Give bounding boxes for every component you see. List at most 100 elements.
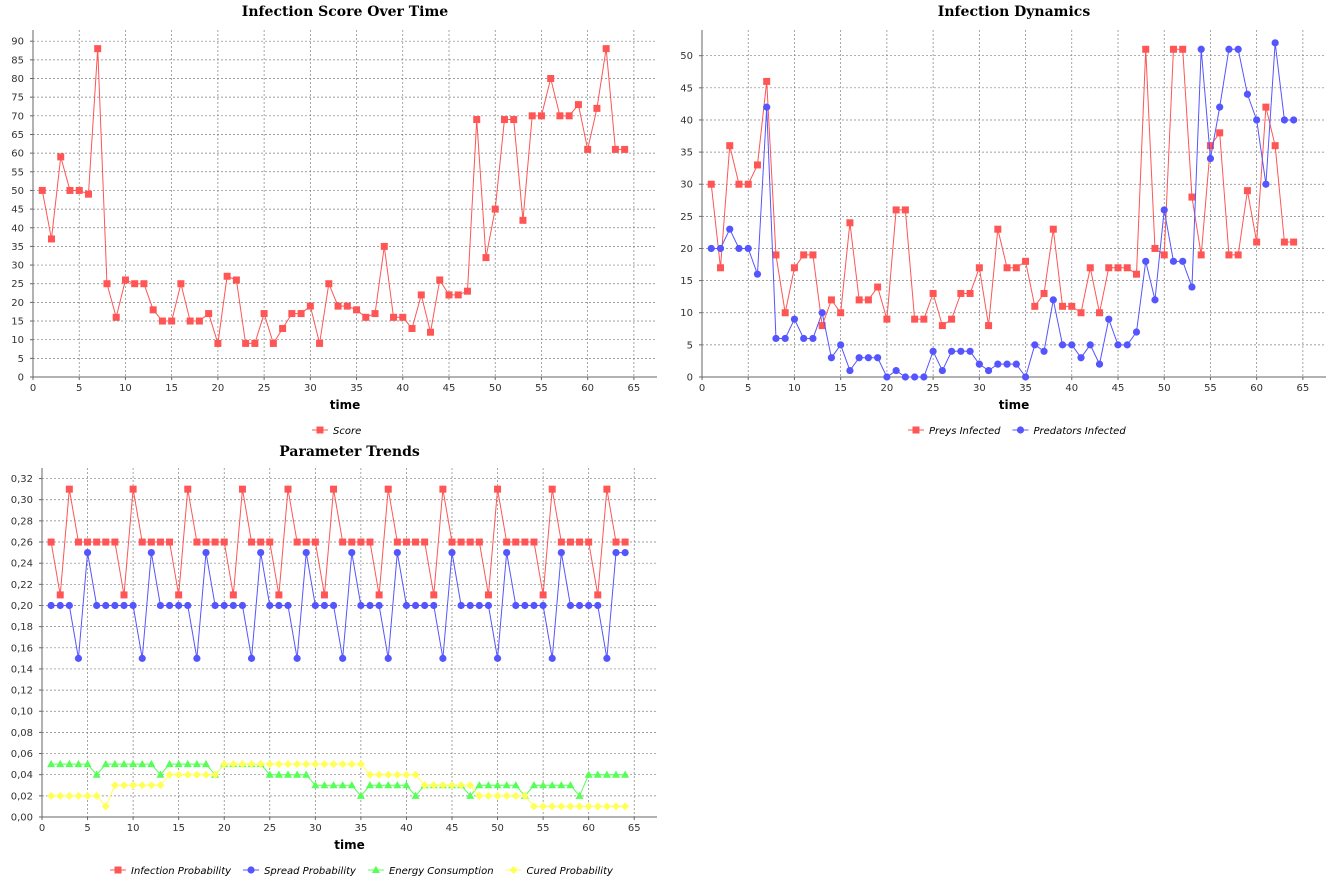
x-tick-label: 25	[263, 823, 276, 834]
data-point	[584, 802, 593, 811]
data-point	[565, 112, 573, 120]
y-tick-label: 5	[18, 354, 24, 365]
data-point	[1197, 45, 1205, 53]
data-point	[102, 601, 110, 610]
x-tick-label: 60	[1250, 383, 1263, 394]
data-point	[929, 289, 937, 297]
data-point	[275, 601, 283, 610]
data-point	[380, 242, 388, 250]
data-point	[457, 781, 466, 790]
x-tick-label: 5	[84, 823, 90, 834]
y-tick-label: 0,24	[11, 559, 33, 570]
y-tick-label: 20	[11, 298, 24, 309]
data-point	[809, 334, 817, 343]
data-point	[232, 276, 240, 284]
data-point	[548, 485, 556, 493]
data-point	[1040, 289, 1048, 297]
data-point	[138, 781, 147, 790]
legend-marker	[1016, 426, 1025, 434]
series-energy-consumption	[47, 759, 630, 799]
data-point	[83, 759, 92, 768]
data-point	[174, 759, 183, 768]
data-point	[393, 781, 402, 789]
data-point	[211, 770, 220, 779]
data-point	[269, 339, 277, 347]
data-point	[1114, 341, 1122, 349]
data-point	[47, 759, 56, 768]
data-point	[279, 324, 287, 332]
data-point	[339, 654, 347, 662]
data-point	[1234, 45, 1242, 53]
data-point	[519, 216, 527, 224]
data-point	[475, 538, 483, 546]
x-tick-label: 25	[927, 383, 940, 394]
data-point	[384, 770, 393, 779]
data-point	[985, 322, 993, 330]
data-point	[411, 770, 420, 779]
data-point	[809, 251, 817, 259]
data-point	[38, 186, 46, 194]
series-line	[51, 763, 626, 808]
data-point	[1197, 251, 1205, 259]
data-point	[1012, 360, 1020, 368]
y-tick-label: 90	[11, 37, 24, 48]
data-point	[223, 272, 231, 280]
x-tick-label: 40	[396, 383, 409, 394]
data-point	[735, 244, 743, 253]
data-point	[994, 360, 1002, 368]
data-point	[193, 654, 201, 662]
legend-item: Preys Infected	[908, 426, 1001, 437]
series-cured-probability	[47, 760, 630, 811]
data-point	[430, 601, 438, 610]
data-point	[957, 347, 965, 355]
x-tick-label: 5	[76, 383, 82, 394]
data-point	[1068, 302, 1076, 310]
data-point	[548, 654, 556, 662]
data-point	[1059, 302, 1067, 310]
data-point	[427, 328, 435, 336]
data-point	[356, 760, 365, 769]
data-point	[975, 264, 983, 272]
y-tick-label: 35	[680, 148, 693, 159]
data-point	[343, 302, 351, 310]
data-point	[393, 549, 401, 557]
series-preys-infected	[707, 45, 1298, 330]
data-point	[140, 280, 148, 288]
data-point	[338, 760, 347, 769]
data-point	[1243, 90, 1252, 98]
data-point	[557, 781, 566, 789]
data-point	[448, 781, 456, 790]
data-point	[1216, 103, 1224, 111]
data-point	[316, 339, 324, 347]
y-tick-label: 0,16	[11, 643, 33, 654]
data-point	[612, 770, 620, 778]
x-tick-label: 45	[1112, 383, 1125, 394]
y-tick-label: 25	[11, 279, 24, 290]
x-tick-label: 20	[881, 383, 894, 394]
x-tick-label: 65	[628, 823, 641, 834]
data-point	[347, 781, 356, 789]
data-point	[548, 802, 557, 811]
x-tick-label: 30	[304, 383, 317, 394]
chart-1: Infection Score Over Time 0 5 10 15 20 25 30 35 4…	[11, 4, 657, 437]
data-point	[220, 538, 228, 546]
y-tick-label: 80	[11, 74, 24, 85]
legend-item: Cured Probability	[505, 866, 614, 877]
chart-title: Infection Dynamics	[938, 4, 1091, 20]
data-point	[929, 347, 937, 355]
data-point	[1021, 373, 1030, 381]
data-point	[147, 549, 155, 557]
legend-label: Infection Probability	[131, 866, 232, 877]
y-tick-label: 60	[11, 149, 24, 160]
data-point	[325, 280, 333, 288]
data-point	[47, 235, 55, 243]
data-point	[1206, 154, 1215, 163]
data-point	[393, 538, 401, 546]
y-tick-label: 35	[11, 242, 24, 253]
data-point	[466, 538, 474, 546]
data-point	[175, 601, 183, 610]
data-point	[356, 791, 365, 799]
data-point	[390, 313, 398, 321]
data-point	[111, 601, 119, 610]
